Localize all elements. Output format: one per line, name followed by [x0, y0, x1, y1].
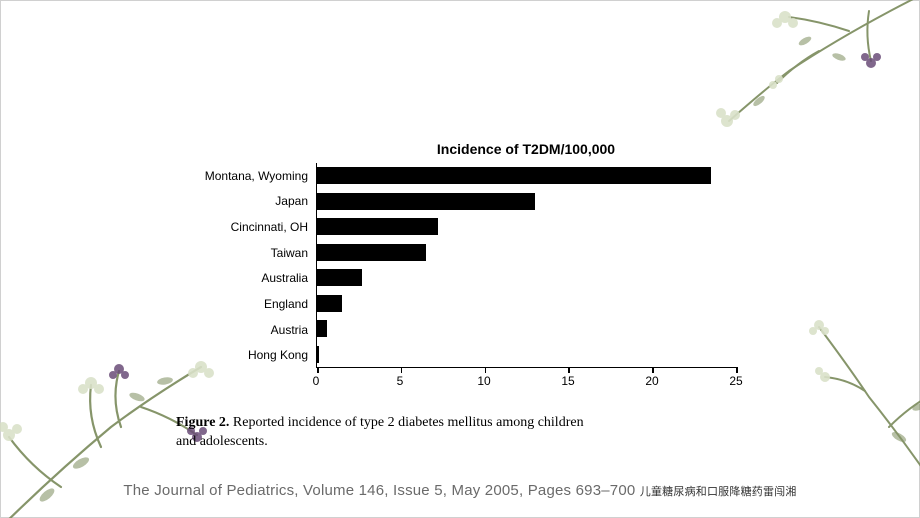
citation-cjk: 儿童糖尿病和口服降糖药雷闯湘 — [640, 486, 797, 498]
chart-title: Incidence of T2DM/100,000 — [176, 141, 736, 157]
figure-block: Incidence of T2DM/100,000 Montana, Wyomi… — [176, 141, 736, 452]
x-axis-label: 0 — [313, 374, 320, 388]
bar-row — [317, 291, 736, 317]
y-axis-label: Hong Kong — [176, 342, 316, 368]
bar — [317, 244, 426, 261]
caption-label: Figure 2. — [176, 415, 229, 430]
bar — [317, 167, 711, 184]
plot-area — [316, 163, 736, 368]
bar-row — [317, 163, 736, 189]
bar-row — [317, 240, 736, 266]
x-axis-label: 5 — [397, 374, 404, 388]
bar-row — [317, 214, 736, 240]
slide-frame: Incidence of T2DM/100,000 Montana, Wyomi… — [0, 0, 920, 518]
footer-citation: The Journal of Pediatrics, Volume 146, I… — [1, 482, 919, 499]
x-axis-label: 20 — [645, 374, 658, 388]
bar-row — [317, 189, 736, 215]
bar-container — [317, 163, 736, 367]
x-axis-label: 10 — [477, 374, 490, 388]
bar — [317, 218, 438, 235]
y-axis-label: Australia — [176, 266, 316, 292]
bar — [317, 320, 327, 337]
figure-caption: Figure 2. Reported incidence of type 2 d… — [176, 414, 606, 452]
caption-text: Reported incidence of type 2 diabetes me… — [176, 415, 584, 449]
bar — [317, 295, 342, 312]
y-axis-label: Montana, Wyoming — [176, 163, 316, 189]
citation-journal: The Journal of Pediatrics, Volume 146, I… — [123, 482, 635, 499]
y-axis-label: Japan — [176, 189, 316, 215]
y-axis-label: Taiwan — [176, 240, 316, 266]
x-tick — [736, 367, 738, 373]
bar — [317, 193, 535, 210]
y-axis-label: England — [176, 291, 316, 317]
chart-area: Montana, WyomingJapanCincinnati, OHTaiwa… — [176, 163, 736, 368]
bar-row — [317, 342, 736, 368]
bar-row — [317, 265, 736, 291]
x-axis-label: 15 — [561, 374, 574, 388]
bar — [317, 346, 319, 363]
bar-row — [317, 316, 736, 342]
decor-branch-bottom-right — [769, 287, 920, 507]
y-axis-label: Cincinnati, OH — [176, 214, 316, 240]
x-axis-label: 25 — [729, 374, 742, 388]
bar — [317, 269, 362, 286]
y-axis-label: Austria — [176, 317, 316, 343]
y-axis-labels: Montana, WyomingJapanCincinnati, OHTaiwa… — [176, 163, 316, 368]
x-axis-labels: 0510152025 — [316, 368, 736, 390]
